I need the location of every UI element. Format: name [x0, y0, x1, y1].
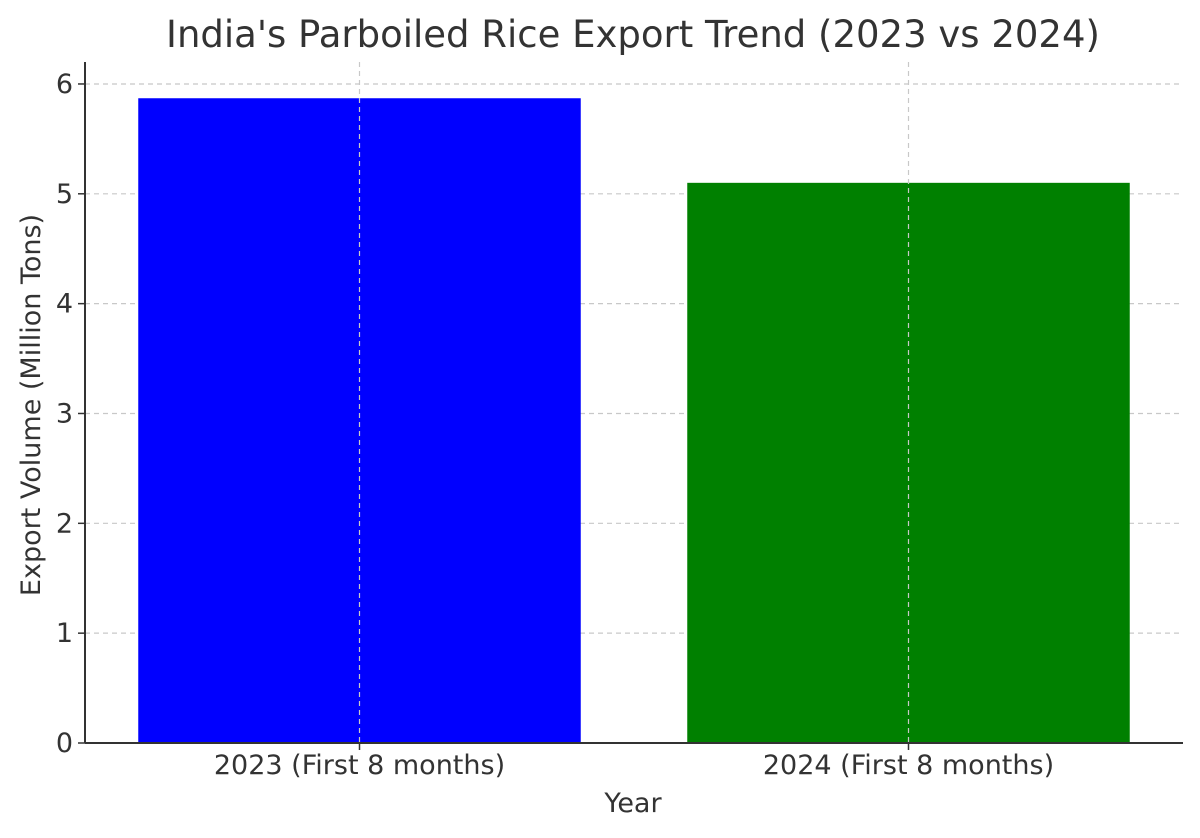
- y-tick-label: 3: [56, 398, 73, 429]
- axes: [78, 62, 1183, 750]
- y-tick-label: 0: [56, 728, 73, 759]
- y-tick-label: 1: [56, 618, 73, 649]
- y-tick-label: 5: [56, 179, 73, 210]
- y-tick-label: 4: [56, 289, 73, 320]
- bar: [138, 98, 581, 744]
- x-tick-label: 2024 (First 8 months): [763, 750, 1054, 781]
- x-axis-label: Year: [603, 788, 662, 819]
- grid-overlay: [358, 62, 910, 743]
- bars: [138, 98, 1130, 744]
- y-tick-label: 2: [56, 508, 73, 539]
- y-tick-label: 6: [56, 69, 73, 100]
- y-axis-label: Export Volume (Million Tons): [16, 214, 47, 596]
- chart-title: India's Parboiled Rice Export Trend (202…: [166, 13, 1100, 56]
- tick-labels: 0 1 2 3 4 5 6 2023 (First 8 months) 2024 (First …: [56, 69, 1054, 781]
- x-tick-label: 2023 (First 8 months): [214, 750, 505, 781]
